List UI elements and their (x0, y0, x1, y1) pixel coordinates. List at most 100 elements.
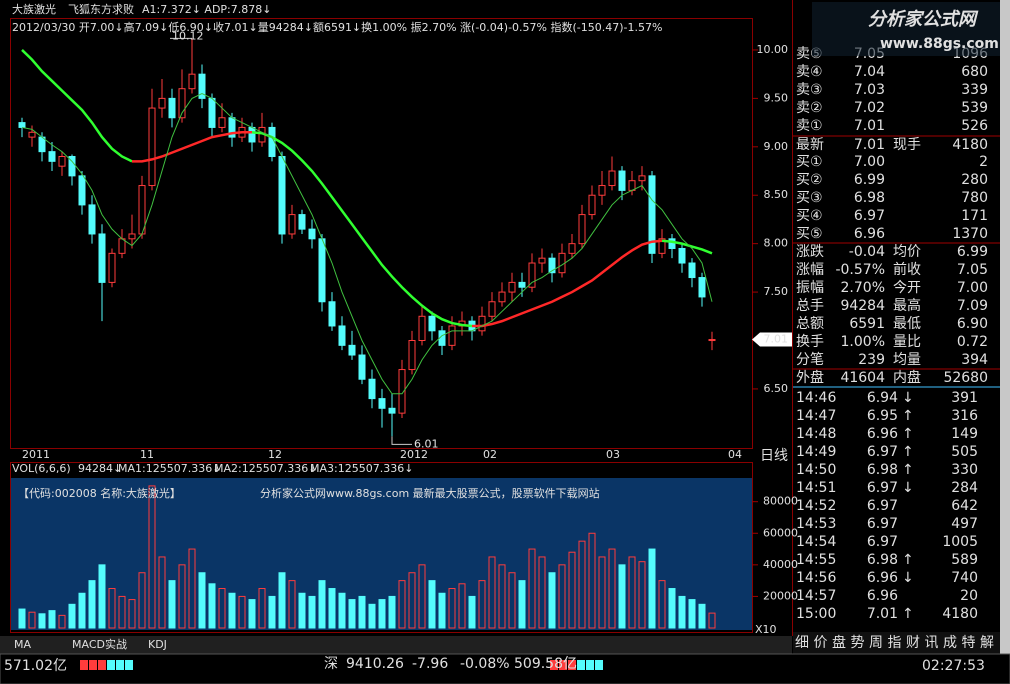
info-tab[interactable]: 价 (814, 635, 828, 651)
y-tick-label: 8.50 (764, 188, 789, 201)
candle-body (618, 170, 626, 191)
book-volume: 171 (961, 208, 988, 224)
volume-bar (98, 564, 106, 629)
volume-bar (698, 603, 706, 629)
info-tab[interactable]: 细 (795, 635, 809, 651)
tick-time: 14:48 (796, 426, 836, 442)
book-label: 最新 (796, 137, 824, 153)
volume-frame (10, 462, 753, 633)
book-value: 1.00% (841, 334, 885, 350)
candle-body (338, 325, 346, 346)
tick-direction: ↑ (902, 606, 914, 622)
volume-bar (648, 548, 656, 629)
book-value: 6591 (849, 316, 885, 332)
info-tab[interactable]: 解 (980, 635, 994, 651)
high-label: 10.12 (172, 29, 204, 42)
candle-body (678, 247, 686, 264)
indicator-tab[interactable]: KDJ (148, 638, 167, 651)
volume-tick-label: 40000 (763, 558, 798, 571)
tick-volume: 391 (951, 390, 978, 406)
status-bar (0, 653, 1010, 684)
book-label: 最低 (893, 316, 921, 332)
volume-bar (238, 595, 246, 629)
volume-bar (628, 556, 636, 629)
status-gauge (116, 660, 124, 670)
tick-price: 6.96 (867, 588, 898, 604)
volume-bar (488, 556, 496, 629)
info-tab[interactable]: 特 (962, 635, 976, 651)
volume-bar (638, 561, 646, 629)
ma-long (132, 131, 252, 163)
volume-bar (18, 608, 26, 629)
candle-body (648, 175, 656, 254)
banner-site: 分析家公式网www.88gs.com 最新最大股票公式，股票软件下载网站 (260, 486, 600, 500)
volume-multiplier: X10 (755, 623, 777, 636)
book-volume: 680 (961, 64, 988, 80)
book-value: 7.01 (854, 118, 885, 134)
volume-bar (188, 548, 196, 629)
info-tab[interactable]: 成 (943, 635, 957, 651)
volume-bar (288, 580, 296, 629)
tick-price: 6.97 (867, 534, 898, 550)
status-gauge (595, 660, 603, 670)
tick-volume: 589 (951, 552, 978, 568)
volume-bar (518, 580, 526, 629)
volume-tick-label: 80000 (763, 495, 798, 508)
volume-bar (48, 610, 56, 629)
book-label: 卖④ (796, 64, 823, 80)
tick-time: 14:50 (796, 462, 836, 478)
status-pct: -0.08% (460, 656, 510, 672)
book-label: 分笔 (796, 352, 824, 368)
candle-body (408, 340, 416, 371)
indicator-tab[interactable]: MACD实战 (72, 637, 127, 651)
tick-time: 14:55 (796, 552, 836, 568)
info-tab[interactable]: 势 (851, 635, 865, 651)
book-value: 7.00 (854, 154, 885, 170)
y-tick-label: 9.00 (764, 140, 789, 153)
book-volume: 280 (961, 172, 988, 188)
candle-body (428, 315, 436, 332)
date-label: 12 (268, 448, 282, 461)
stock-name: 大族激光 (12, 2, 56, 16)
indicator-tab[interactable]: MA (14, 638, 31, 651)
book-label: 外盘 (796, 369, 824, 386)
volume-bar (388, 595, 396, 629)
book-label: 总手 (796, 298, 824, 314)
candle-body (198, 73, 206, 99)
candle-body (108, 252, 116, 283)
info-tab[interactable]: 讯 (925, 635, 939, 651)
y-tick-label: 10.00 (757, 43, 789, 56)
candle-body (248, 126, 256, 143)
volume-bar (28, 611, 36, 629)
info-tab[interactable]: 指 (888, 635, 902, 651)
volume-bar (318, 580, 326, 629)
volume-bar (148, 485, 156, 629)
ma-long (21, 49, 133, 163)
candle-body (318, 238, 326, 303)
candle-body (698, 277, 706, 298)
book-label: 卖③ (796, 82, 823, 98)
info-tab[interactable]: 周 (869, 635, 883, 651)
tick-time: 14:46 (796, 390, 836, 406)
volume-bar (408, 572, 416, 629)
watermark-backdrop (812, 2, 1000, 56)
volume-bar (668, 588, 676, 629)
tick-volume: 4180 (942, 606, 978, 622)
volume-bar (498, 564, 506, 629)
volume-bar (68, 603, 76, 629)
volume-bar (248, 599, 256, 629)
scrollbar[interactable] (1000, 0, 1010, 654)
tick-time: 14:51 (796, 480, 836, 496)
volume-bar (598, 556, 606, 629)
volume-bar (348, 599, 356, 629)
info-tab[interactable]: 盘 (832, 634, 846, 651)
tick-price: 6.95 (867, 408, 898, 424)
book-volume: 1370 (952, 226, 988, 242)
tick-volume: 316 (951, 408, 978, 424)
volume-bar (708, 612, 716, 629)
volume-legend: VOL(6,6,6) (12, 462, 71, 475)
volume-bar (568, 551, 576, 629)
book-label: 振幅 (796, 280, 824, 296)
info-tab[interactable]: 财 (906, 635, 920, 651)
book-label: 买⑤ (796, 226, 823, 242)
